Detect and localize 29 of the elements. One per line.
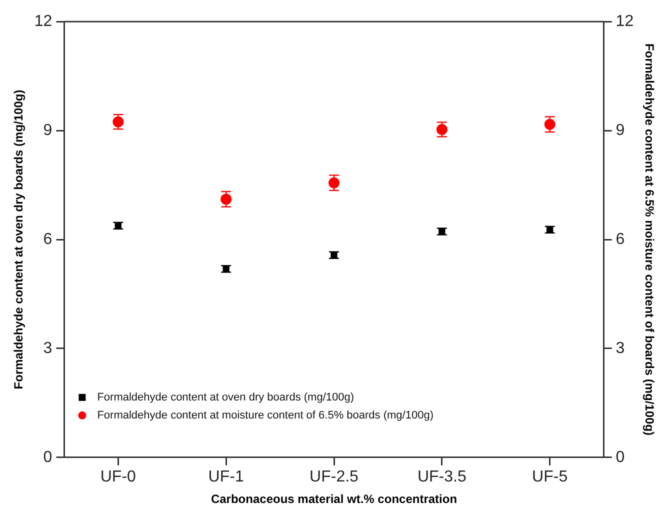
y2-tick-label: 12 — [616, 13, 634, 30]
y-tick-label: 0 — [43, 448, 52, 466]
y-tick-label: 9 — [43, 122, 52, 139]
y-axis-title: Formaldehyde content at oven dry boards (mg/100g) — [12, 90, 26, 390]
point — [220, 194, 232, 205]
legend-label: Formaldehyde content at moisture content of 6.5% boards (mg/100g) — [97, 409, 434, 422]
y2-tick-label: 3 — [616, 340, 625, 357]
x-tick-label: UF-3.5 — [417, 468, 466, 486]
point — [328, 177, 340, 188]
y-tick-label: 12 — [34, 13, 52, 30]
y-tick-label: 3 — [43, 340, 52, 357]
x-tick-label: UF-0 — [100, 468, 136, 486]
y2-tick-label: 6 — [616, 230, 625, 248]
point — [222, 266, 230, 272]
y2-tick-label: 9 — [616, 122, 625, 139]
point — [438, 228, 446, 235]
point — [544, 118, 556, 130]
point — [114, 222, 122, 230]
x-tick-label: UF-5 — [532, 468, 568, 486]
y2-axis-title: Formaldehyde content at 6.5% moisture content of boards (mg/100g) — [642, 43, 656, 436]
point — [546, 226, 554, 234]
y2-tick-label: 0 — [616, 448, 625, 466]
y-tick-label: 6 — [43, 230, 52, 248]
x-axis-title: Carbonaceous material wt.% concentration — [210, 492, 458, 506]
point — [112, 116, 124, 128]
point — [436, 124, 448, 135]
x-tick-label: UF-1 — [208, 468, 244, 486]
x-tick-label: UF-2.5 — [310, 468, 359, 486]
legend-label: Formaldehyde content at oven dry boards (mg/100g) — [97, 391, 354, 404]
